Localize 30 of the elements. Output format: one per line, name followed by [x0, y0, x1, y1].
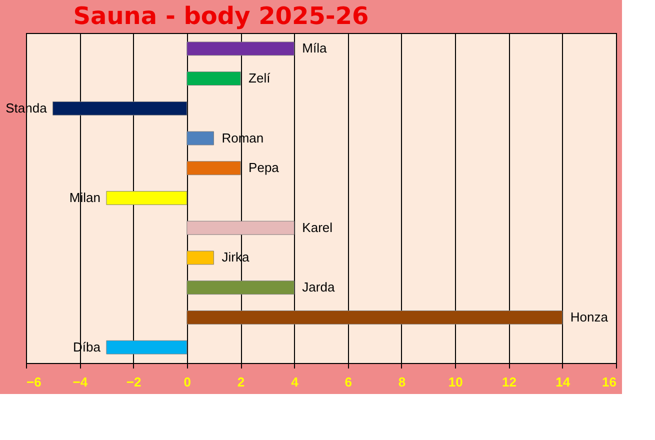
x-tick-label: −2 [126, 374, 142, 390]
x-tick-label: 10 [448, 374, 463, 390]
bar [186, 161, 241, 176]
chart-title: Sauna - body 2025-26 [73, 2, 369, 30]
bar [106, 340, 188, 354]
y-tick-label: Míla [302, 40, 328, 56]
x-tick-label: 8 [398, 374, 406, 390]
x-tick-label: 12 [502, 374, 516, 390]
y-tick-label: Honza [570, 309, 609, 324]
y-tick-label: Jarda [302, 280, 336, 295]
x-tick-label: 16 [602, 374, 616, 390]
x-tick-label: 2 [237, 374, 245, 390]
bar [186, 131, 214, 146]
bar [186, 42, 294, 56]
x-tick-label: −6 [26, 374, 42, 390]
bar [186, 310, 563, 324]
bar [186, 250, 214, 265]
x-tick-label: 6 [344, 374, 352, 390]
x-tick-label: 4 [291, 374, 300, 390]
y-tick-label: Zelí [248, 70, 271, 86]
x-tick-label: 0 [184, 374, 192, 390]
y-tick-label: Pepa [248, 160, 280, 176]
bar [186, 72, 241, 86]
bar [106, 191, 188, 205]
y-tick-label: Karel [302, 220, 333, 235]
x-tick-label: −4 [72, 374, 88, 390]
bar [52, 101, 188, 116]
x-tick-label: 14 [556, 374, 571, 390]
bar [186, 220, 294, 235]
bar [186, 280, 294, 295]
